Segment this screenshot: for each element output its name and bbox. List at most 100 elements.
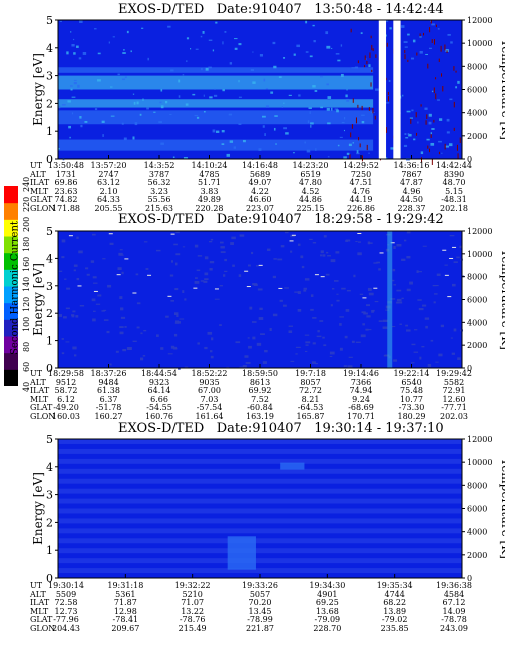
ephemeris-value: 3.83: [200, 186, 219, 196]
colorbar-swatch: [4, 369, 18, 386]
ephemeris-value: 6.12: [57, 394, 75, 404]
ephemeris-value: 4584: [443, 589, 465, 599]
ephemeris-value: 19:7:18: [295, 369, 326, 378]
y-axis-label: Energy [eV]: [31, 263, 45, 336]
ephemeris-value: 4.52: [301, 186, 320, 196]
ephemeris-value: -60.84: [247, 403, 273, 413]
ephemeris-row: ILAT 72.58 71.87 71.07 70.20 69.25 68.22 67.12: [0, 599, 505, 608]
ephemeris-value: -54.55: [146, 403, 172, 413]
ephemeris-value: 6540: [401, 377, 422, 387]
ephemeris-label: UT: [30, 161, 43, 170]
ephemeris-row: GLON 160.03 160.27 160.76 161.64 163.19 165.87…: [0, 411, 505, 422]
ephemeris-value: 14:3:52: [143, 161, 175, 170]
ephemeris-value: 243.09: [440, 623, 468, 633]
ephemeris-value: 74.94: [349, 386, 373, 396]
ephemeris-value: 23.63: [54, 186, 78, 196]
ephemeris-label: GLAT: [30, 195, 53, 205]
ephemeris-value: 14:10:24: [191, 161, 228, 170]
y-right-tick-label: 4000: [467, 528, 487, 537]
ephemeris-value: 51.71: [198, 178, 221, 188]
y-right-axis-label: Temperature [K]: [499, 458, 505, 559]
ephemeris-value: 19:35:34: [376, 581, 413, 590]
ephemeris-value: 160.76: [145, 411, 173, 421]
ephemeris-value: 202.18: [440, 203, 468, 213]
y-right-tick-label: 8000: [467, 273, 487, 282]
ephemeris-value: 228.70: [313, 623, 342, 633]
ephemeris-value: 3.23: [150, 186, 168, 196]
y-right-axis-label: Temperature [K]: [499, 39, 505, 140]
ephemeris-value: 3787: [148, 169, 170, 179]
ephemeris-value: 202.03: [440, 411, 468, 421]
ephemeris-value: 70.20: [248, 598, 272, 608]
ephemeris-value: 47.51: [349, 178, 373, 188]
ephemeris-value: 14.09: [442, 606, 466, 616]
ephemeris-row: MLT 12.73 12.98 13.22 13.45 13.68 13.89 14.09: [0, 606, 505, 617]
ephemeris-value: 46.60: [248, 195, 272, 205]
ephemeris-value: -51.78: [95, 403, 122, 413]
ephemeris-row: GLON 204.43 209.67 215.49 221.87 228.70 235.85…: [0, 623, 505, 634]
ephemeris-value: 223.07: [246, 203, 274, 213]
ephemeris-row: ILAT 58.72 61.38 64.14 67.00 69.92 72.72 74.94 7…: [0, 387, 505, 396]
y-right-tick-label: 2000: [467, 341, 487, 350]
ephemeris-value: -77.96: [53, 615, 79, 625]
ephemeris-value: 5582: [443, 377, 465, 387]
ephemeris-value: 19:29:42: [436, 369, 472, 378]
ephemeris-value: 235.85: [380, 623, 409, 633]
panel-3-spectrogram: 0 1 2 3 4 5 Energy [eV] 0 2000 4000 6000 8000 10000 1…: [31, 433, 505, 585]
ephemeris-value: -64.53: [297, 403, 324, 413]
ephemeris-label: ALT: [30, 377, 46, 387]
colorbar-swatch: [4, 286, 18, 304]
ephemeris-value: -78.78: [441, 615, 467, 625]
ephemeris-value: 220.28: [195, 203, 224, 213]
ephemeris-value: 163.19: [246, 411, 274, 421]
ephemeris-value: 18:44:54: [141, 369, 177, 378]
y-tick-label: 3: [46, 489, 53, 502]
ephemeris-value: 72.58: [54, 598, 78, 608]
ephemeris-value: 5.15: [445, 186, 463, 196]
ephemeris-value: 12.98: [113, 606, 137, 616]
ephemeris-value: 19:34:30: [309, 581, 346, 590]
ephemeris-value: 75.48: [400, 386, 423, 396]
ephemeris-label: ILAT: [30, 598, 50, 608]
ephemeris-value: 13.89: [383, 606, 407, 616]
ephemeris-value: 44.50: [400, 195, 423, 205]
y-right-axis-label: Temperature [K]: [499, 249, 505, 350]
ephemeris-value: 71.07: [181, 598, 205, 608]
y-axis-label: Energy [eV]: [31, 53, 45, 126]
ephemeris-value: 64.33: [97, 195, 120, 205]
spectrogram-texture: [58, 231, 465, 370]
ephemeris-value: 13.68: [315, 606, 339, 616]
ephemeris-value: -78.41: [112, 615, 139, 625]
ephemeris-value: 2747: [98, 169, 119, 179]
ephemeris-value: 74.82: [54, 195, 78, 205]
ephemeris-value: 9323: [148, 377, 170, 387]
colorbar-swatch: [4, 336, 18, 354]
ephemeris-label: GLAT: [30, 403, 53, 413]
y-tick-label: 4: [46, 252, 53, 265]
ephemeris-value: 13.45: [248, 606, 272, 616]
ephemeris-value: 44.19: [349, 195, 373, 205]
y-tick-label: 3: [46, 70, 53, 83]
panel-1-ephemeris: UT 13:50:48 13:57:20 14:3:52 14:10:24 14:16:4…: [0, 161, 505, 214]
ephemeris-value: 8.21: [301, 394, 320, 404]
ephemeris-label: UT: [30, 369, 43, 378]
ephemeris-label: ALT: [30, 589, 46, 599]
y-right-tick-label: 6000: [467, 86, 487, 95]
ephemeris-value: 8613: [249, 377, 271, 387]
ephemeris-row: ALT 1731 2747 3787 4785 5689 6519 7250 7867 8390: [0, 169, 505, 180]
ephemeris-value: 6519: [300, 169, 321, 179]
colorbar-swatch: [4, 302, 18, 320]
ephemeris-value: 8057: [300, 377, 321, 387]
y-right-tick-label: 2000: [467, 551, 487, 560]
ephemeris-row: ILAT 69.86 63.12 56.32 51.71 49.07 47.80 47.51 4…: [0, 179, 505, 188]
panel-2-title: EXOS-D/TED Date:910407 18:29:58 - 19:29:…: [118, 212, 444, 227]
ephemeris-label: UT: [30, 581, 43, 590]
ephemeris-value: 9512: [55, 377, 77, 387]
ephemeris-value: 209.67: [111, 623, 140, 633]
y-right-tick-label: 12000: [467, 435, 492, 444]
ephemeris-value: 5689: [249, 169, 271, 179]
ephemeris-value: 56.32: [147, 178, 171, 188]
colorbar-swatch: [4, 202, 18, 220]
ephemeris-value: 5509: [55, 589, 77, 599]
ephemeris-value: 160.03: [52, 411, 80, 421]
